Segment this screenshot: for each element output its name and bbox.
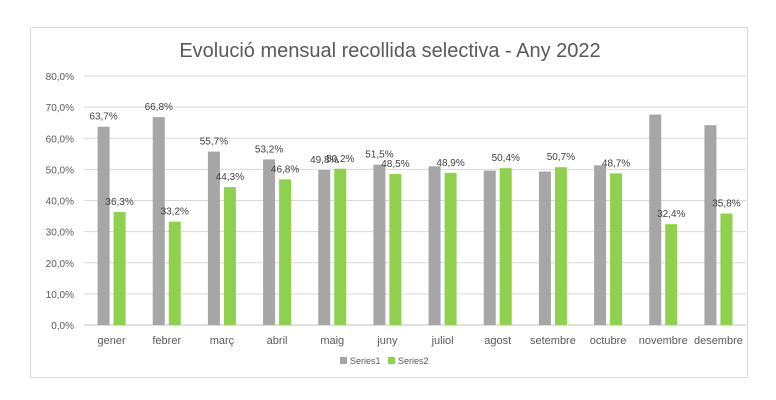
bar-series1-agost	[483, 170, 496, 325]
x-tick-label: juny	[376, 335, 398, 347]
x-tick-label: febrer	[152, 335, 181, 347]
data-label: 33,2%	[161, 207, 189, 218]
x-tick-label: maig	[320, 335, 344, 347]
y-tick-label: 70,0%	[46, 103, 74, 114]
x-tick-label: juliol	[431, 335, 454, 347]
data-label: 48,5%	[381, 159, 409, 170]
y-tick-label: 40,0%	[46, 197, 74, 208]
bar-series2-març	[223, 187, 236, 325]
data-label: 44,3%	[216, 172, 244, 183]
bar-series2-octubre	[610, 173, 623, 325]
y-tick-label: 80,0%	[46, 72, 74, 83]
bar-series1-juliol	[428, 166, 441, 325]
bar-series2-gener	[113, 212, 126, 325]
data-label: 46,8%	[271, 164, 299, 175]
data-label: 50,2%	[326, 154, 354, 165]
legend: Series1 Series2	[340, 356, 429, 366]
bar-chart: Evolució mensual recollida selectiva - A…	[46, 40, 746, 366]
bar-series2-juliol	[444, 172, 457, 325]
bar-series1-febrer	[152, 117, 165, 326]
y-tick-label: 30,0%	[46, 228, 74, 239]
legend-label: Series1	[350, 356, 381, 366]
y-axis: 0,0% 10,0% 20,0% 30,0% 40,0% 50,0% 60,0% 70,0% 8…	[46, 72, 74, 332]
y-tick-label: 0,0%	[51, 321, 74, 332]
x-tick-label: gener	[98, 335, 126, 347]
data-label: 49,8%	[310, 155, 338, 166]
data-label: 50,7%	[547, 152, 575, 163]
data-label: 66,8%	[145, 102, 173, 113]
x-tick-label: agost	[484, 335, 511, 347]
data-label: 36,3%	[105, 197, 133, 208]
data-label: 53,2%	[255, 144, 283, 155]
bar-series2-juny	[389, 174, 402, 325]
bar-series2-novembre	[665, 224, 678, 325]
bar-series2-desembre	[720, 213, 733, 325]
bar-series1-novembre	[649, 114, 662, 325]
bar-series2-agost	[499, 168, 512, 325]
bar-series1-desembre	[704, 125, 717, 326]
chart-area: Evolució mensual recollida selectiva - A…	[30, 27, 748, 378]
y-tick-label: 60,0%	[46, 134, 74, 145]
x-tick-label: desembre	[694, 335, 743, 347]
bar-series2-febrer	[168, 221, 181, 325]
data-label: 50,4%	[492, 153, 520, 164]
x-tick-label: abril	[267, 335, 288, 347]
data-label: 55,7%	[200, 137, 228, 148]
bar-series1-abril	[263, 159, 276, 325]
y-tick-label: 10,0%	[46, 290, 74, 301]
bar-series2-setembre	[554, 167, 567, 325]
x-tick-label: març	[210, 335, 235, 347]
x-tick-label: novembre	[639, 335, 688, 347]
bar-series1-gener	[97, 126, 110, 325]
x-tick-label: setembre	[530, 335, 576, 347]
bar-series1-juny	[373, 164, 386, 325]
legend-swatch-series2	[388, 357, 395, 364]
y-tick-label: 50,0%	[46, 165, 74, 176]
bar-series2-maig	[334, 168, 347, 325]
data-label: 48,7%	[602, 158, 630, 169]
x-tick-label: octubre	[590, 335, 627, 347]
data-label: 48,9%	[436, 158, 464, 169]
bar-series1-maig	[318, 169, 331, 325]
bars	[97, 114, 733, 326]
data-labels: 63,7% 36,3% 66,8% 33,2% 55,7% 44,3% 53,2% 46,8%…	[89, 102, 740, 220]
legend-label: Series2	[398, 356, 429, 366]
chart-title: Evolució mensual recollida selectiva - A…	[179, 40, 600, 62]
y-tick-label: 20,0%	[46, 259, 74, 270]
bar-series1-març	[207, 151, 220, 325]
gridlines	[84, 75, 746, 326]
data-label: 32,4%	[657, 209, 685, 220]
legend-swatch-series1	[340, 357, 347, 364]
bar-series1-octubre	[594, 165, 607, 325]
data-label: 35,8%	[712, 199, 740, 210]
x-axis: gener febrer març abril maig juny juliol agost s…	[98, 335, 743, 347]
bar-series2-abril	[279, 179, 292, 325]
data-label: 51,5%	[365, 150, 393, 161]
data-label: 63,7%	[89, 112, 117, 123]
bar-series1-setembre	[538, 171, 551, 325]
